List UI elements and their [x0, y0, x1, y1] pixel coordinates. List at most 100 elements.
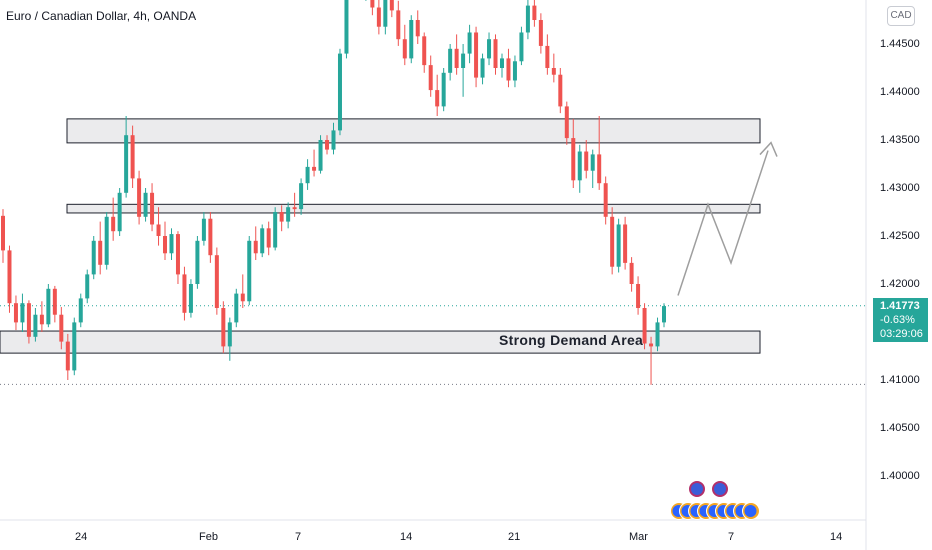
candle: [454, 48, 459, 68]
candle: [370, 0, 375, 8]
currency-button[interactable]: CAD: [887, 6, 915, 26]
candle: [312, 166, 317, 171]
candle: [649, 343, 654, 347]
candle: [337, 53, 342, 131]
candle: [448, 48, 453, 73]
candle: [266, 228, 271, 248]
candle: [435, 90, 440, 107]
candle: [201, 218, 206, 241]
candle: [487, 39, 492, 59]
candle: [150, 192, 155, 225]
candle: [247, 240, 252, 302]
candle: [46, 288, 51, 325]
price-label: 1.44000: [880, 86, 920, 98]
candle: [137, 178, 142, 217]
candle: [409, 20, 414, 59]
candle: [214, 255, 219, 308]
candle: [260, 228, 265, 254]
candle: [558, 74, 563, 107]
candle: [564, 106, 569, 139]
horizontal-lines-layer: [0, 305, 866, 385]
candle: [292, 207, 297, 210]
time-label: Feb: [199, 531, 218, 543]
candle: [1, 215, 5, 251]
price-label: 1.41000: [880, 374, 920, 386]
candle: [577, 151, 582, 181]
price-label: 1.40500: [880, 422, 920, 434]
price-label: 1.40000: [880, 470, 920, 482]
candle: [538, 20, 543, 46]
candle: [499, 58, 504, 68]
candle: [104, 216, 109, 265]
candle: [519, 32, 524, 62]
candle: [545, 45, 550, 68]
candle: [279, 212, 284, 222]
candle: [13, 303, 18, 323]
candle: [163, 236, 168, 254]
candle: [493, 39, 498, 68]
price-label: 1.42500: [880, 230, 920, 242]
candle: [428, 65, 433, 91]
candle: [305, 166, 310, 184]
price-label: 1.43500: [880, 134, 920, 146]
candle: [175, 234, 180, 275]
bar-countdown: 03:29:06: [880, 328, 923, 340]
candles-layer: [1, 0, 666, 385]
projection-layer: [677, 141, 778, 296]
candle: [597, 154, 602, 184]
candle: [376, 7, 381, 27]
event-markers[interactable]: [670, 480, 760, 520]
last-price-value: 1.41773: [880, 300, 920, 312]
candle: [234, 293, 239, 323]
candle: [389, 0, 394, 11]
candle: [603, 183, 608, 217]
candle: [318, 140, 323, 171]
time-label: Mar: [629, 531, 648, 543]
candle: [143, 192, 148, 217]
candle: [65, 341, 70, 371]
candle: [512, 61, 517, 81]
candle: [85, 274, 90, 299]
candle: [299, 183, 304, 210]
candle: [33, 314, 38, 337]
last-price-tag: 1.41773 -0.63% 03:29:06: [873, 298, 928, 342]
candle: [441, 72, 446, 107]
chart-title: Euro / Canadian Dollar, 4h, OANDA: [6, 9, 197, 23]
candle: [584, 151, 589, 171]
flag-icon: [714, 483, 726, 495]
candle: [551, 68, 556, 75]
candle: [111, 216, 116, 232]
candle: [396, 10, 401, 40]
candle: [636, 284, 641, 308]
candle: [590, 154, 595, 171]
candle: [422, 36, 427, 66]
candle: [610, 216, 615, 267]
candle: [72, 322, 77, 371]
candle: [227, 322, 232, 347]
candle: [525, 5, 530, 33]
candle: [253, 240, 258, 254]
candle: [344, 0, 349, 54]
candle: [182, 274, 187, 313]
candle: [221, 308, 226, 347]
candle: [623, 224, 628, 263]
candle: [52, 288, 57, 315]
zones-layer: [0, 118, 761, 354]
candle: [474, 32, 479, 78]
candle: [571, 138, 576, 181]
candle: [117, 192, 122, 232]
candle: [383, 0, 388, 27]
flag-icon: [691, 483, 703, 495]
candle: [195, 240, 200, 284]
time-label: 21: [508, 531, 521, 543]
candle: [91, 240, 96, 275]
time-label: 7: [728, 531, 735, 543]
candle: [208, 218, 213, 256]
candle: [532, 5, 537, 20]
candle: [240, 293, 245, 302]
projection-arrowhead: [759, 141, 778, 157]
candle: [188, 284, 193, 313]
candle: [467, 32, 472, 54]
candle: [480, 58, 485, 78]
